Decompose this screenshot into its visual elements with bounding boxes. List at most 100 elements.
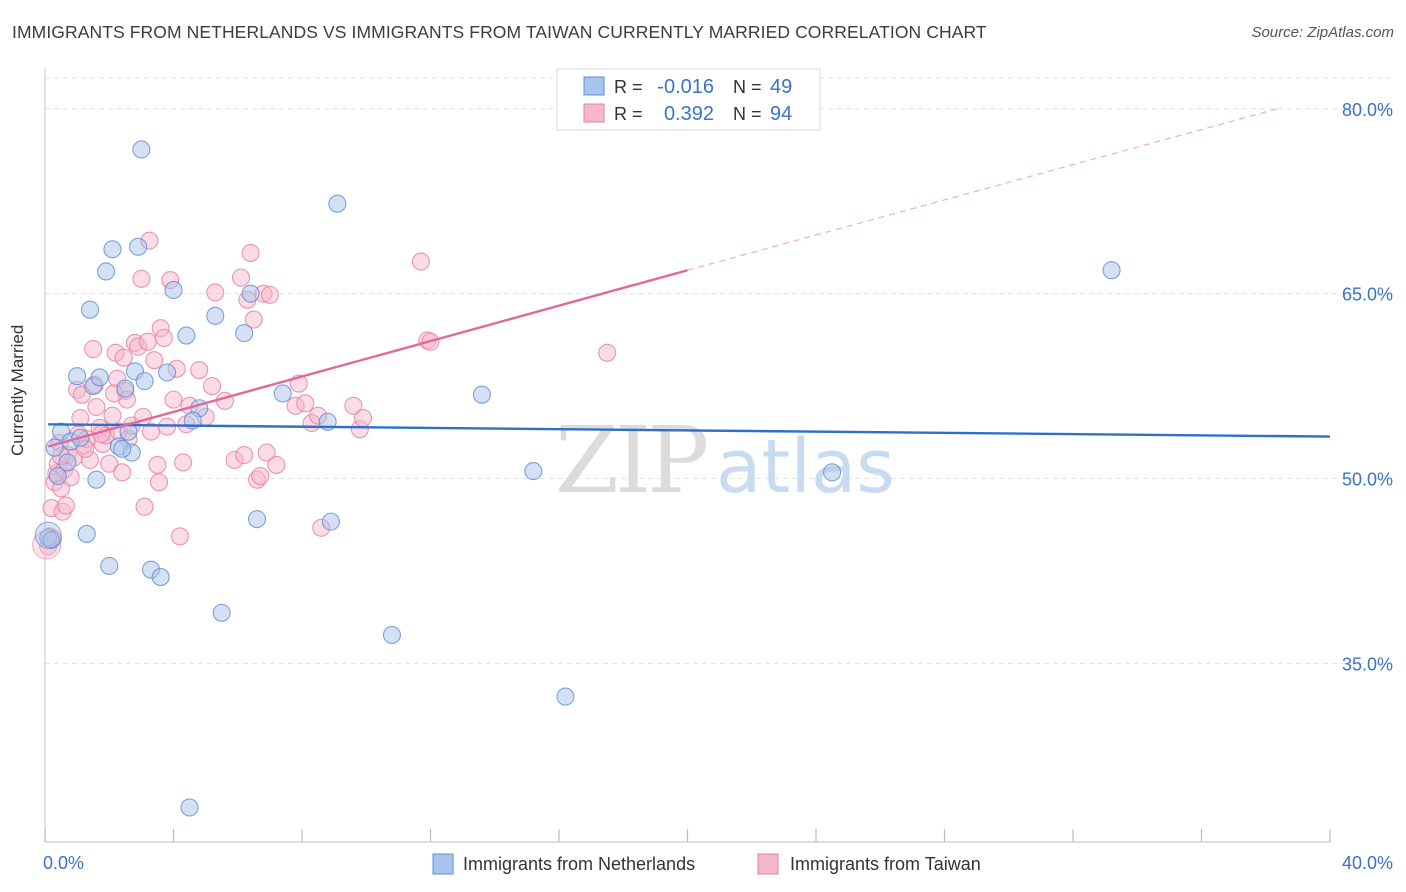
taiwan-point	[244, 310, 263, 329]
taiwan-point	[148, 455, 167, 474]
legend-taiwan-label: Immigrants from Taiwan	[790, 854, 981, 874]
watermark-zip: ZIP	[555, 407, 706, 514]
netherlands-point	[90, 368, 109, 387]
taiwan-point	[135, 497, 154, 516]
taiwan-point	[257, 443, 276, 462]
stats-r-label-blue: R =	[614, 77, 643, 97]
stats-n-value-blue: 49	[770, 76, 792, 98]
taiwan-point	[411, 252, 430, 271]
grid-lines	[45, 77, 1392, 664]
netherlands-point	[241, 284, 260, 303]
y-tick-label: 80.0%	[1342, 100, 1393, 120]
stats-r-value-blue: -0.016	[657, 76, 714, 98]
stats-n-label-pink: N =	[733, 104, 762, 124]
taiwan-point	[267, 455, 286, 474]
x-tick-label: 40.0%	[1342, 853, 1393, 873]
netherlands-point	[77, 524, 96, 543]
netherlands-point	[382, 625, 402, 645]
netherlands-point	[524, 462, 543, 481]
taiwan-point	[203, 377, 222, 396]
y-tick-label: 65.0%	[1342, 285, 1393, 305]
taiwan-point	[231, 268, 251, 287]
netherlands-point	[212, 603, 231, 622]
taiwan-point	[71, 409, 90, 428]
stats-n-value-pink: 94	[770, 103, 792, 125]
netherlands-point	[206, 306, 225, 325]
taiwan-point	[251, 466, 270, 486]
taiwan-point	[149, 473, 169, 492]
y-tick-label: 50.0%	[1342, 469, 1393, 489]
stats-legend: R = -0.016 N = 49 R = 0.392 N = 94	[556, 68, 821, 131]
trend-lines	[47, 106, 1331, 448]
netherlands-point	[235, 324, 254, 343]
netherlands-point	[87, 470, 106, 489]
watermark: ZIP atlas	[555, 407, 895, 514]
netherlands-point	[103, 240, 122, 259]
netherlands-point	[321, 512, 340, 531]
taiwan-point	[598, 343, 617, 362]
taiwan-point	[241, 243, 260, 263]
netherlands-point	[113, 439, 132, 458]
netherlands-point	[180, 798, 199, 817]
taiwan-point	[138, 332, 157, 351]
netherlands-point	[34, 521, 62, 549]
taiwan-point	[353, 409, 373, 428]
tick-labels: 35.0% 50.0% 65.0% 80.0% 0.0% 40.0%	[43, 100, 1393, 873]
taiwan-point	[344, 396, 363, 415]
netherlands-point	[556, 687, 575, 706]
taiwan-trend-line	[47, 269, 688, 448]
taiwan-point	[174, 453, 193, 472]
netherlands-point	[96, 262, 116, 281]
taiwan-point	[113, 463, 132, 482]
taiwan-point	[100, 454, 119, 473]
netherlands-point	[273, 384, 292, 403]
stats-legend-blue-swatch	[583, 76, 605, 96]
stats-n-label-blue: N =	[733, 77, 762, 97]
series-legend: Immigrants from Netherlands Immigrants f…	[432, 853, 981, 875]
netherlands-point	[129, 237, 148, 256]
netherlands-point	[472, 385, 491, 404]
taiwan-point	[154, 328, 173, 348]
taiwan-trend-extension	[687, 106, 1282, 271]
chart-title: IMMIGRANTS FROM NETHERLANDS VS IMMIGRANT…	[12, 22, 987, 42]
taiwan-point	[190, 360, 209, 380]
x-tick-label: 0.0%	[43, 853, 84, 873]
netherlands-point	[132, 140, 151, 159]
taiwan-point	[170, 527, 189, 546]
taiwan-point	[132, 269, 151, 288]
netherlands-point	[100, 556, 119, 576]
taiwan-point	[235, 446, 254, 465]
netherlands-point	[80, 300, 100, 319]
netherlands-point	[151, 568, 170, 587]
taiwan-point	[56, 496, 75, 515]
stats-r-label-pink: R =	[614, 104, 643, 124]
taiwan-point	[87, 397, 106, 417]
taiwan-point	[164, 390, 183, 409]
stats-legend-pink-swatch	[583, 103, 605, 123]
taiwan-point	[158, 417, 177, 436]
netherlands-point	[177, 326, 196, 345]
netherlands-point	[68, 367, 87, 386]
taiwan-point	[114, 348, 133, 367]
stats-r-value-pink: 0.392	[664, 103, 714, 125]
taiwan-point	[84, 340, 103, 359]
legend-taiwan-swatch	[757, 853, 779, 875]
taiwan-point	[260, 285, 279, 304]
netherlands-point	[823, 463, 842, 482]
source-label: Source: ZipAtlas.com	[1251, 24, 1394, 41]
netherlands-point	[45, 438, 64, 457]
taiwan-point	[206, 283, 225, 302]
y-tick-label: 35.0%	[1342, 654, 1393, 674]
axes	[44, 68, 1331, 843]
taiwan-point	[296, 394, 315, 413]
watermark-atlas: atlas	[716, 424, 895, 510]
taiwan-point	[145, 351, 164, 370]
legend-netherlands-label: Immigrants from Netherlands	[463, 854, 695, 874]
netherlands-point	[1102, 261, 1121, 280]
netherlands-point	[328, 194, 347, 213]
netherlands-point	[247, 510, 267, 529]
netherlands-point	[158, 363, 177, 382]
netherlands-point	[58, 453, 77, 472]
legend-netherlands-swatch	[432, 853, 454, 875]
netherlands-point	[48, 466, 67, 486]
